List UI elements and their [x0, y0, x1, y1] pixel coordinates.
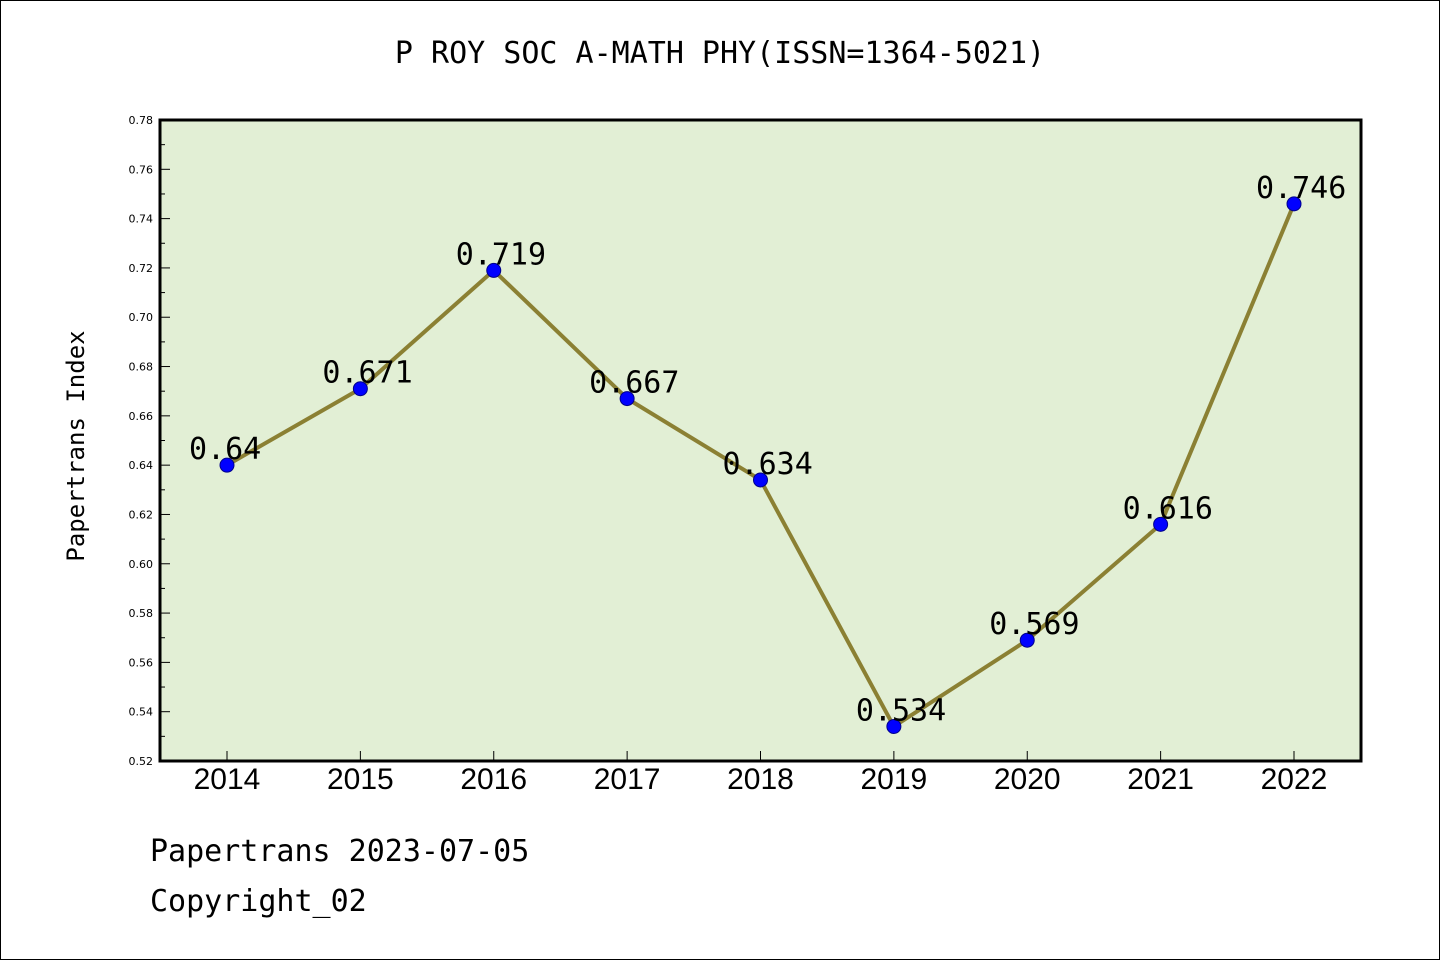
- x-tick-label: 2022: [1261, 763, 1328, 796]
- data-label: 0.746: [1256, 171, 1346, 206]
- y-axis: 0.52 0.54 0.56 0.58 0.60 0.62 0.64 0.66 0.68 0.70…: [129, 114, 170, 768]
- x-tick-label: 2017: [594, 763, 661, 796]
- data-point: [1153, 516, 1169, 532]
- data-point: [753, 472, 768, 488]
- y-tick-label: 0.56: [129, 656, 154, 669]
- data-label: 0.64: [189, 432, 261, 467]
- y-tick-label: 0.68: [129, 361, 154, 374]
- y-tick-label: 0.58: [129, 607, 154, 620]
- footer-copyright: Copyright_02: [150, 884, 367, 919]
- data-point: [619, 391, 635, 407]
- y-tick-label: 0.72: [129, 262, 154, 275]
- y-tick-label: 0.74: [129, 213, 154, 226]
- data-label: 0.719: [456, 237, 546, 272]
- y-tick-label: 0.52: [129, 755, 154, 768]
- x-tick-label: 2020: [994, 763, 1061, 796]
- y-tick-label: 0.70: [129, 311, 154, 324]
- y-tick-label: 0.54: [129, 706, 154, 719]
- plot-area: [158, 118, 1363, 763]
- x-tick-label: 2018: [727, 763, 794, 796]
- y-tick-label: 0.60: [129, 558, 154, 571]
- data-point: [219, 457, 235, 473]
- data-points: [219, 196, 1302, 734]
- x-tick-label: 2015: [327, 763, 394, 796]
- y-tick-label: 0.62: [129, 508, 154, 521]
- x-axis: 2014 2015 2016 2017 2018 2019 2020 2021 2022: [194, 751, 1328, 796]
- data-point: [886, 718, 902, 734]
- x-tick-label: 2021: [1127, 763, 1194, 796]
- y-tick-label: 0.76: [129, 163, 154, 176]
- data-point: [1286, 196, 1302, 212]
- data-point: [352, 381, 368, 397]
- data-point: [486, 262, 502, 278]
- data-label: 0.569: [989, 607, 1079, 642]
- x-tick-label: 2016: [460, 763, 527, 796]
- data-label: 0.616: [1123, 491, 1213, 526]
- data-label: 0.667: [589, 366, 679, 401]
- data-labels: 0.64 0.671 0.719 0.667 0.634 0.534 0.569 0.616 0…: [189, 171, 1346, 729]
- y-tick-label: 0.64: [129, 459, 154, 472]
- data-label: 0.534: [856, 693, 946, 728]
- y-tick-label: 0.66: [129, 410, 154, 423]
- chart-title: P ROY SOC A-MATH PHY(ISSN=1364-5021): [394, 36, 1046, 71]
- x-tick-label: 2014: [194, 763, 261, 796]
- data-label: 0.671: [322, 356, 412, 391]
- x-tick-label: 2019: [861, 763, 928, 796]
- y-tick-label: 0.78: [129, 114, 154, 127]
- data-label: 0.634: [723, 447, 813, 482]
- footer-date: Papertrans 2023-07-05: [150, 834, 530, 869]
- data-point: [1019, 632, 1035, 648]
